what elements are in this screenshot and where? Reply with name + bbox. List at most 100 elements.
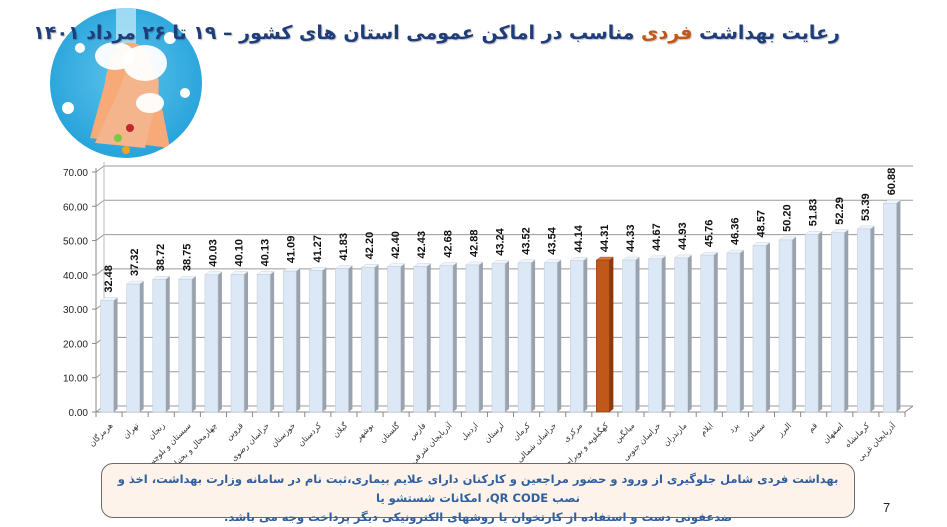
y-tick-label: 50.00 xyxy=(63,237,88,248)
y-tick-label: 0.00 xyxy=(69,408,89,419)
value-label: 45.76 xyxy=(703,220,715,248)
category-label: زنجان xyxy=(146,421,166,441)
value-label: 42.43 xyxy=(416,231,428,259)
category-label: فارس xyxy=(407,421,428,442)
value-label: 41.27 xyxy=(312,235,324,263)
bar xyxy=(517,259,536,413)
value-label: 46.36 xyxy=(729,218,741,246)
bar xyxy=(308,267,328,413)
category-label: ایلام xyxy=(698,421,714,437)
value-label: 40.10 xyxy=(234,239,246,267)
footnote-box: بهداشت فردی شامل جلوگیری از ورود و حضور … xyxy=(101,463,855,524)
y-tick-label: 70.00 xyxy=(63,168,88,179)
value-label: 44.33 xyxy=(625,224,637,252)
page-title: رعایت بهداشت فردی مناسب در اماکن عمومی ا… xyxy=(33,22,840,44)
y-tick-label: 60.00 xyxy=(63,202,88,213)
hand-washing-icon xyxy=(50,8,202,158)
bar xyxy=(830,229,850,413)
value-labels: 32.48 37.32 38.72 38.75 40.03 40.10 40.13 41.09… xyxy=(103,168,898,293)
value-label: 48.57 xyxy=(755,210,767,238)
bar xyxy=(804,231,823,413)
category-label: قزوین xyxy=(224,421,245,442)
bar xyxy=(621,256,641,413)
category-label: سمنان xyxy=(745,421,767,443)
value-label: 53.39 xyxy=(860,193,872,221)
bar xyxy=(700,251,719,413)
bar xyxy=(412,263,432,413)
bar xyxy=(647,255,667,413)
category-label: مازندران xyxy=(662,421,689,448)
value-label: 40.03 xyxy=(207,239,219,267)
chart-bars xyxy=(99,200,902,413)
bar-chart: 0.0010.0020.0030.0040.0050.0060.0070.00 … xyxy=(63,162,914,470)
footnote-line-1: بهداشت فردی شامل جلوگیری از ورود و حضور … xyxy=(117,472,839,505)
title-highlight: فردی xyxy=(641,22,693,44)
category-label: میانگین xyxy=(612,420,636,444)
bar xyxy=(334,265,354,413)
category-label: کرمان xyxy=(511,421,532,442)
y-tick-label: 40.00 xyxy=(63,271,88,282)
value-label: 50.20 xyxy=(782,204,794,232)
bar xyxy=(439,262,458,413)
y-tick-label: 30.00 xyxy=(63,305,88,316)
bar xyxy=(856,225,876,413)
y-tick-label: 20.00 xyxy=(63,339,88,350)
value-label: 42.20 xyxy=(364,232,376,260)
footnote-line-2: ضدعفونی دست و استفاده از کارتخوان یا روش… xyxy=(223,510,733,524)
bar xyxy=(256,271,275,413)
value-label: 43.24 xyxy=(495,227,507,255)
value-label: 44.93 xyxy=(677,222,689,250)
bar xyxy=(543,259,562,413)
bar xyxy=(752,242,771,413)
bar xyxy=(99,297,119,413)
title-text: رعایت بهداشت xyxy=(699,22,840,44)
bar xyxy=(360,264,380,413)
value-label: 42.68 xyxy=(442,230,454,258)
value-label: 52.29 xyxy=(834,197,846,225)
bar xyxy=(151,275,171,413)
bar xyxy=(230,271,249,413)
category-label: اصفهان xyxy=(821,421,845,445)
category-label: هرمزگان xyxy=(87,420,115,448)
category-label: گیلان xyxy=(330,420,349,439)
bar xyxy=(178,275,197,413)
value-label: 42.88 xyxy=(468,229,480,257)
category-label: قم xyxy=(806,421,819,434)
value-label: 42.40 xyxy=(390,231,402,259)
value-label: 38.72 xyxy=(155,244,167,272)
category-label: تهران xyxy=(121,421,140,440)
bar xyxy=(569,257,589,413)
value-label: 37.32 xyxy=(129,249,141,277)
bar xyxy=(465,261,484,413)
bar xyxy=(882,200,902,413)
y-tick-label: 10.00 xyxy=(63,374,88,385)
value-label: 44.67 xyxy=(651,223,663,251)
bar xyxy=(778,236,797,413)
value-label: 51.83 xyxy=(808,199,820,227)
value-label: 32.48 xyxy=(103,265,115,293)
bar xyxy=(125,280,145,413)
value-label: 41.83 xyxy=(338,233,350,261)
value-label: 44.31 xyxy=(599,225,611,253)
value-label: 41.09 xyxy=(286,236,298,264)
title-text-rest: مناسب در اماکن عمومی استان های کشور – ۱۹… xyxy=(33,22,635,44)
category-label: کردستان xyxy=(296,421,323,448)
category-label: یزد xyxy=(727,421,741,435)
bar-highlight xyxy=(595,256,615,413)
category-label: البرز xyxy=(775,421,793,439)
value-label: 40.13 xyxy=(260,239,272,267)
category-label: اردبیل xyxy=(459,421,480,442)
bar xyxy=(491,260,510,413)
value-label: 43.54 xyxy=(547,226,559,254)
bar xyxy=(726,249,745,413)
bar xyxy=(282,267,301,413)
value-label: 60.88 xyxy=(886,168,898,196)
category-label: بوشهر xyxy=(353,421,375,443)
value-label: 38.75 xyxy=(181,244,193,272)
category-label: گلستان xyxy=(377,420,401,444)
bar xyxy=(673,254,693,413)
page-number: 7 xyxy=(883,500,891,515)
bar xyxy=(386,263,406,413)
category-label: مرکزی xyxy=(561,421,584,444)
category-label: لرستان xyxy=(482,421,506,445)
